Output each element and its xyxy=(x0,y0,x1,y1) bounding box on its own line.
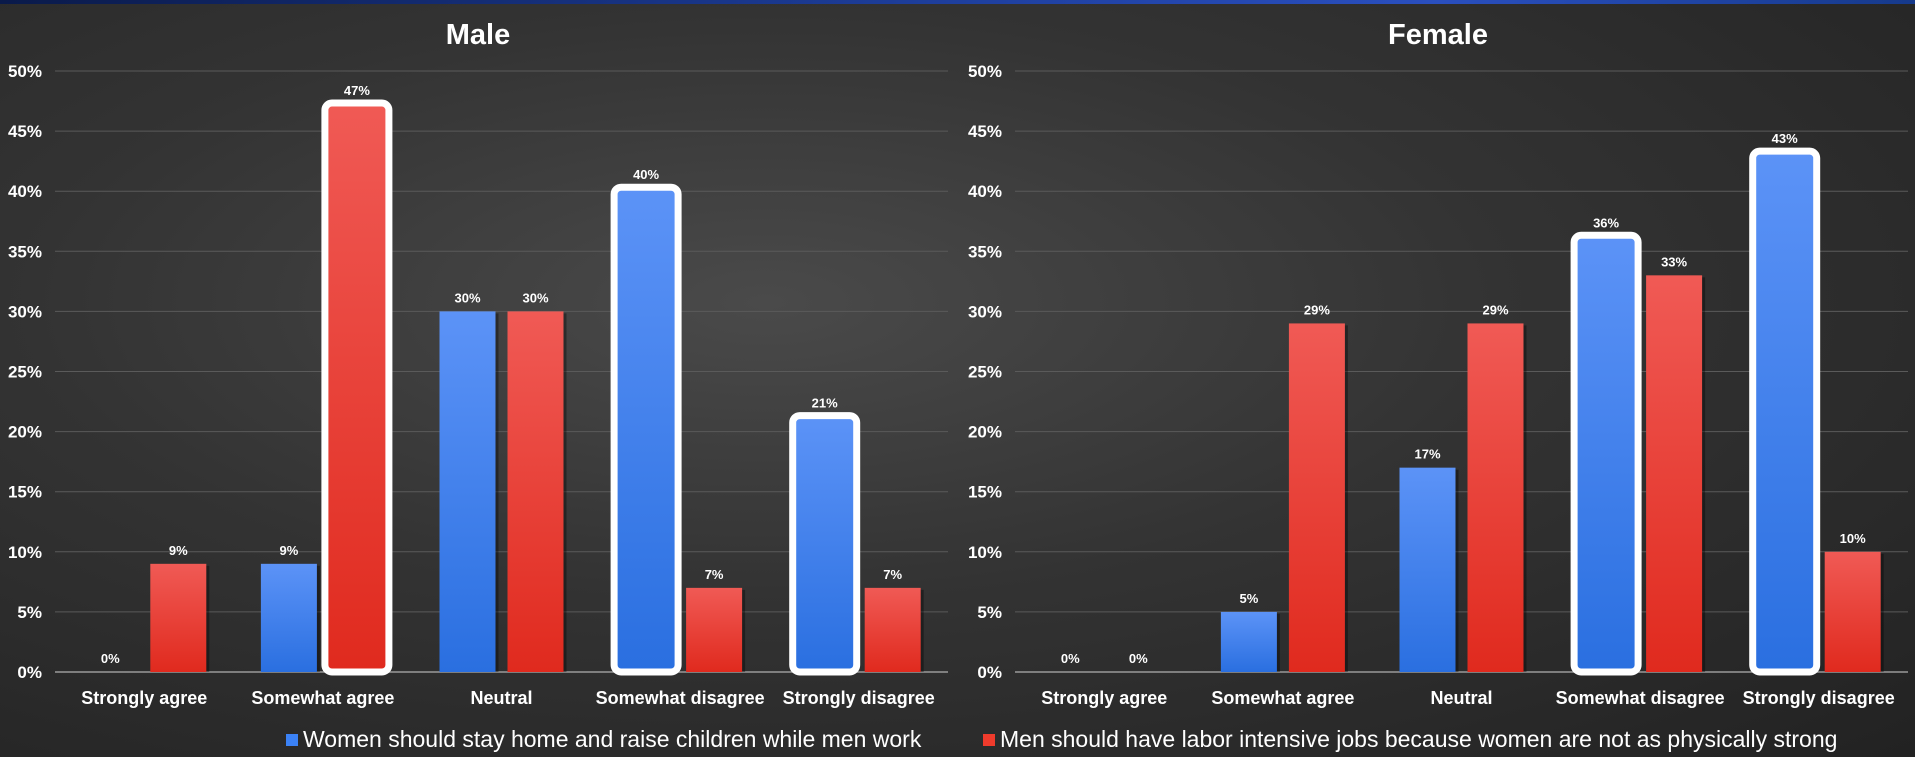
category-label-neutral: Neutral xyxy=(470,688,532,708)
bar xyxy=(150,563,207,672)
chart-title: Female xyxy=(1388,19,1488,51)
category-label-strongly-disagree: Strongly disagree xyxy=(1743,688,1895,708)
y-tick-label: 40% xyxy=(8,182,42,201)
y-tick-label: 10% xyxy=(968,543,1002,562)
bar xyxy=(686,587,743,672)
bar xyxy=(507,311,564,672)
y-tick-label: 10% xyxy=(8,543,42,562)
y-tick-label: 30% xyxy=(8,302,42,321)
legend-swatch-red xyxy=(983,733,995,746)
data-label: 17% xyxy=(1414,447,1440,462)
y-tick-label: 50% xyxy=(8,62,42,81)
y-tick-label: 20% xyxy=(968,423,1002,442)
data-label: 40% xyxy=(633,167,659,182)
bar xyxy=(1467,323,1524,672)
y-tick-label: 0% xyxy=(17,663,42,682)
data-label: 43% xyxy=(1772,131,1798,146)
bar-highlighted xyxy=(321,99,393,676)
y-tick-label: 35% xyxy=(968,242,1002,261)
data-label: 47% xyxy=(344,83,370,98)
legend-item-series-1: Women should stay home and raise childre… xyxy=(286,726,921,753)
bar xyxy=(1399,467,1456,672)
bar xyxy=(1646,275,1703,672)
y-tick-label: 35% xyxy=(8,242,42,261)
y-tick-label: 15% xyxy=(968,483,1002,502)
data-label: 10% xyxy=(1840,531,1866,546)
data-label: 0% xyxy=(1061,651,1080,666)
chart-title: Male xyxy=(446,19,510,51)
bar xyxy=(1220,611,1277,672)
data-label: 9% xyxy=(280,543,299,558)
y-tick-label: 45% xyxy=(968,122,1002,141)
data-label: 29% xyxy=(1482,302,1508,317)
legend-swatch-blue xyxy=(286,733,298,746)
category-label-strongly-agree: Strongly agree xyxy=(81,688,207,708)
y-tick-label: 15% xyxy=(8,483,42,502)
data-label: 21% xyxy=(812,396,838,411)
y-tick-label: 40% xyxy=(968,182,1002,201)
category-label-somewhat-agree: Somewhat agree xyxy=(1211,688,1354,708)
bar xyxy=(439,311,496,672)
data-label: 30% xyxy=(454,290,480,305)
data-label: 33% xyxy=(1661,254,1687,269)
legend-label-series-1: Women should stay home and raise childre… xyxy=(303,726,922,752)
data-label: 29% xyxy=(1304,302,1330,317)
data-label: 0% xyxy=(101,651,120,666)
data-label: 30% xyxy=(522,290,548,305)
y-tick-label: 50% xyxy=(968,62,1002,81)
legend-label-series-2: Men should have labor intensive jobs bec… xyxy=(1000,726,1838,752)
bar-highlighted xyxy=(1570,231,1642,676)
male-chart: Male 0% 5% 10% 15% 20% 25% 30% 35% 40% 45% 50% Stron… xyxy=(8,19,948,708)
data-label: 7% xyxy=(705,567,724,582)
charts-canvas: Male 0% 5% 10% 15% 20% 25% 30% 35% 40% 45% 50% Stron… xyxy=(8,19,1908,708)
data-label: 36% xyxy=(1593,215,1619,230)
bar-highlighted xyxy=(789,412,861,676)
top-accent-bar xyxy=(0,0,1915,4)
legend-item-series-2: Men should have labor intensive jobs bec… xyxy=(983,726,1837,753)
bar xyxy=(1824,551,1881,672)
data-label: 9% xyxy=(169,543,188,558)
y-tick-label: 30% xyxy=(968,302,1002,321)
data-label: 5% xyxy=(1240,591,1259,606)
category-label-strongly-disagree: Strongly disagree xyxy=(783,688,935,708)
category-label-somewhat-disagree: Somewhat disagree xyxy=(1556,688,1725,708)
female-chart: Female 0% 5% 10% 15% 20% 25% 30% 35% 40% 45% 50% Str… xyxy=(968,19,1908,708)
y-tick-label: 5% xyxy=(17,603,42,622)
category-label-somewhat-agree: Somewhat agree xyxy=(251,688,394,708)
y-tick-label: 20% xyxy=(8,423,42,442)
category-label-somewhat-disagree: Somewhat disagree xyxy=(596,688,765,708)
y-tick-label: 5% xyxy=(977,603,1002,622)
category-label-strongly-agree: Strongly agree xyxy=(1041,688,1167,708)
data-label: 7% xyxy=(883,567,902,582)
data-label: 0% xyxy=(1129,651,1148,666)
category-label-neutral: Neutral xyxy=(1430,688,1492,708)
bar xyxy=(864,587,921,672)
bar-highlighted xyxy=(610,183,682,676)
y-tick-label: 25% xyxy=(8,363,42,382)
bar-highlighted xyxy=(1749,147,1821,676)
legend: Women should stay home and raise childre… xyxy=(0,726,1915,754)
bar xyxy=(260,563,317,672)
y-tick-label: 0% xyxy=(977,663,1002,682)
y-tick-label: 25% xyxy=(968,363,1002,382)
y-tick-label: 45% xyxy=(8,122,42,141)
bar xyxy=(1288,323,1345,672)
